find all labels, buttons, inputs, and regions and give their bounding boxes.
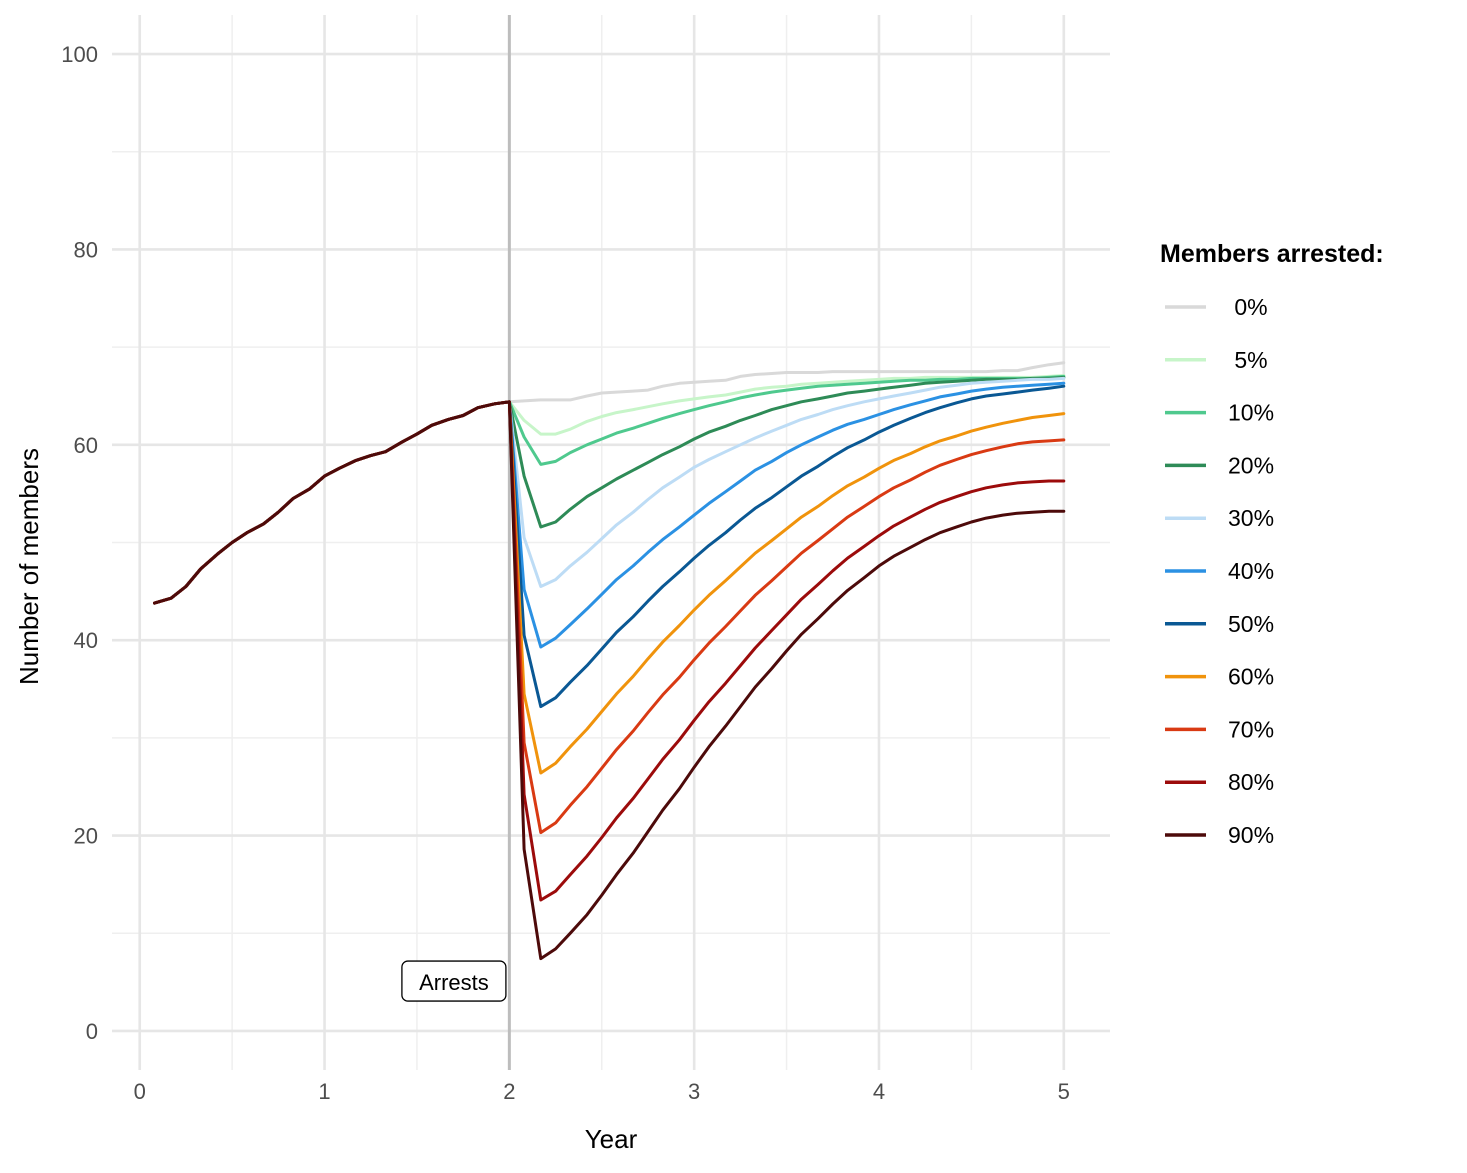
series-line-80pct xyxy=(153,400,1066,902)
y-axis-ticks: 0 20 40 60 80 100 xyxy=(61,42,98,1044)
legend-label: 60% xyxy=(1228,664,1274,690)
legend-label: 80% xyxy=(1228,769,1274,795)
y-tick-label: 40 xyxy=(74,628,98,653)
y-tick-label: 60 xyxy=(74,433,98,458)
x-tick-label: 3 xyxy=(688,1079,700,1104)
x-tick-label: 4 xyxy=(873,1079,885,1104)
legend-items: 0% 5% 10% 20% 30% 40% 50% 60% 70% 80% 90% xyxy=(1165,294,1274,848)
legend-label: 50% xyxy=(1228,611,1274,637)
legend-title: Members arrested: xyxy=(1160,240,1384,268)
series-line-5pct xyxy=(153,374,1066,605)
arrests-annotation-box xyxy=(401,960,507,1002)
series-line-90pct xyxy=(153,400,1066,961)
x-tick-label: 1 xyxy=(318,1079,330,1104)
legend-label: 40% xyxy=(1228,558,1274,584)
x-axis-ticks: 0 1 2 3 4 5 xyxy=(134,1079,1070,1104)
legend-label: 20% xyxy=(1228,452,1274,478)
series-line-70pct xyxy=(153,400,1066,835)
x-tick-label: 0 xyxy=(134,1079,146,1104)
y-tick-label: 100 xyxy=(61,42,98,67)
y-axis-title: Number of members xyxy=(14,448,44,685)
series-line-40pct xyxy=(153,381,1066,649)
minor-gridlines xyxy=(112,15,1110,1070)
legend-label: 30% xyxy=(1228,505,1274,531)
y-tick-label: 0 xyxy=(86,1019,98,1044)
series-lines xyxy=(153,361,1066,961)
legend-label: 0% xyxy=(1228,294,1268,320)
series-line-50pct xyxy=(153,384,1066,709)
legend-label: 70% xyxy=(1228,716,1274,742)
x-axis-title: Year xyxy=(585,1124,638,1154)
legend: Members arrested: 0% 5% 10% 20% 30% 40% 50% 60… xyxy=(1160,240,1384,848)
arrests-annotation-label: Arrests xyxy=(419,970,489,995)
legend-label: 90% xyxy=(1228,822,1274,848)
legend-label: 5% xyxy=(1228,347,1268,373)
x-tick-label: 5 xyxy=(1058,1079,1070,1104)
arrests-annotation: Arrests xyxy=(401,960,507,1002)
legend-label: 10% xyxy=(1228,400,1274,426)
y-tick-label: 80 xyxy=(74,237,98,262)
x-tick-label: 2 xyxy=(503,1079,515,1104)
y-tick-label: 20 xyxy=(74,824,98,849)
